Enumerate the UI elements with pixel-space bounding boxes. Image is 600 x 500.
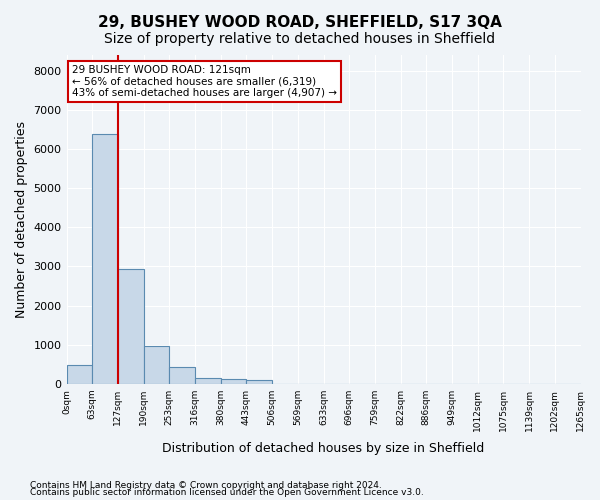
X-axis label: Distribution of detached houses by size in Sheffield: Distribution of detached houses by size … (163, 442, 485, 455)
Y-axis label: Number of detached properties: Number of detached properties (15, 121, 28, 318)
Bar (221, 379, 247, 384)
Bar (143, 346, 169, 384)
Bar (118, 269, 143, 384)
Text: Contains public sector information licensed under the Open Government Licence v3: Contains public sector information licen… (30, 488, 424, 497)
Bar (169, 367, 195, 384)
Text: 29, BUSHEY WOOD ROAD, SHEFFIELD, S17 3QA: 29, BUSHEY WOOD ROAD, SHEFFIELD, S17 3QA (98, 15, 502, 30)
Bar (247, 380, 272, 384)
Text: 29 BUSHEY WOOD ROAD: 121sqm
← 56% of detached houses are smaller (6,319)
43% of : 29 BUSHEY WOOD ROAD: 121sqm ← 56% of det… (71, 65, 337, 98)
Text: Contains HM Land Registry data © Crown copyright and database right 2024.: Contains HM Land Registry data © Crown c… (30, 480, 382, 490)
Bar (92, 134, 118, 384)
Bar (67, 365, 92, 384)
Bar (195, 378, 221, 384)
Text: Size of property relative to detached houses in Sheffield: Size of property relative to detached ho… (104, 32, 496, 46)
